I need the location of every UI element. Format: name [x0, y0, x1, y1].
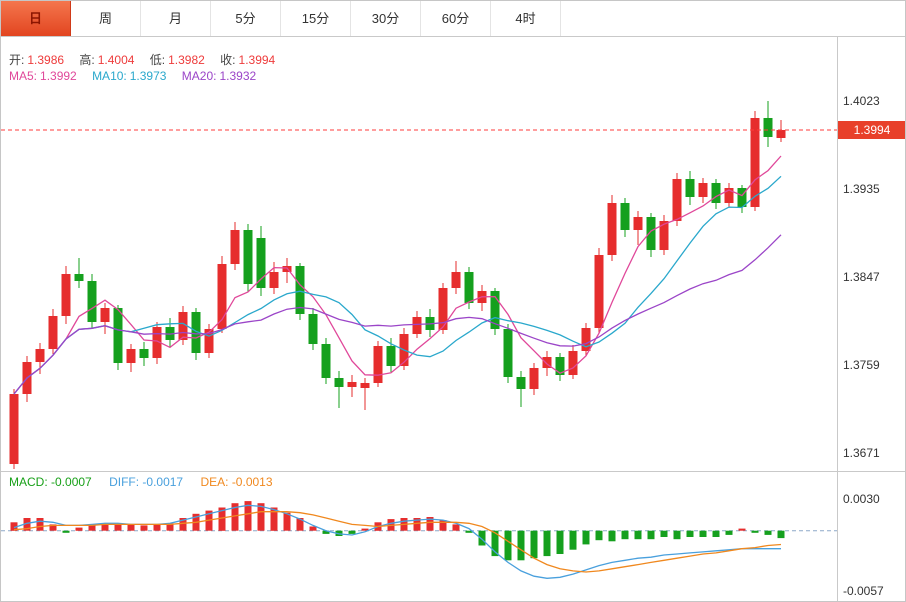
dea-value: -0.0013: [231, 475, 273, 489]
tab-60min[interactable]: 60分: [421, 1, 491, 36]
low-value: 1.3982: [168, 53, 205, 67]
high-value: 1.4004: [97, 53, 135, 67]
ma5-value: 1.3992: [40, 69, 77, 83]
low-label: 低:: [149, 53, 166, 67]
tab-month[interactable]: 月: [141, 1, 211, 36]
tab-30min[interactable]: 30分: [351, 1, 421, 36]
tab-day[interactable]: 日: [1, 1, 71, 36]
price-tick-1: 1.4023: [843, 94, 880, 108]
price-tick-3: 1.3847: [843, 270, 880, 284]
tab-5min[interactable]: 5分: [211, 1, 281, 36]
ma10-line: [13, 175, 782, 395]
price-tick-5: 1.3671: [843, 446, 880, 460]
close-value: 1.3994: [238, 53, 276, 67]
ma5-line: [13, 155, 782, 395]
dea-line: [13, 511, 782, 573]
interval-tabbar: 日 周 月 5分 15分 30分 60分 4时: [1, 1, 905, 37]
macd-legend: MACD: -0.0007 DIFF: -0.0017 DEA: -0.0013: [9, 475, 273, 489]
ohlc-legend: 开: 1.3986 高: 1.4004 低: 1.3982 收: 1.3994: [9, 51, 275, 68]
diff-label: DIFF:: [109, 475, 140, 489]
macd-label: MACD:: [9, 475, 48, 489]
tab-week[interactable]: 周: [71, 1, 141, 36]
macd-histogram: [10, 501, 785, 561]
diff-value: -0.0017: [142, 475, 184, 489]
candlestick-chart[interactable]: [1, 37, 837, 471]
ma20-line: [13, 234, 782, 395]
open-value: 1.3986: [27, 53, 65, 67]
macd-tick-top: 0.0030: [843, 492, 880, 506]
dea-label: DEA:: [200, 475, 229, 489]
ma-legend: MA5: 1.3992 MA10: 1.3973 MA20: 1.3932: [9, 69, 256, 83]
pane-divider: [1, 471, 905, 472]
ma20-value: 1.3932: [219, 69, 257, 83]
ma5-label: MA5:: [9, 69, 38, 83]
ma10-value: 1.3973: [129, 69, 167, 83]
axis-divider: [837, 37, 838, 601]
macd-chart[interactable]: [1, 471, 837, 602]
candles-layer: [9, 101, 786, 469]
tab-15min[interactable]: 15分: [281, 1, 351, 36]
diff-line: [13, 504, 781, 579]
macd-tick-bottom: -0.0057: [843, 584, 884, 598]
tab-4hour[interactable]: 4时: [491, 1, 561, 36]
ma20-label: MA20:: [181, 69, 217, 83]
current-price-badge: 1.3994: [838, 121, 905, 139]
close-label: 收:: [220, 53, 236, 67]
price-tick-2: 1.3935: [843, 182, 880, 196]
price-tick-4: 1.3759: [843, 358, 880, 372]
open-label: 开:: [9, 53, 25, 67]
macd-value: -0.0007: [51, 475, 92, 489]
high-label: 高:: [79, 53, 95, 67]
ma10-label: MA10:: [92, 69, 127, 83]
